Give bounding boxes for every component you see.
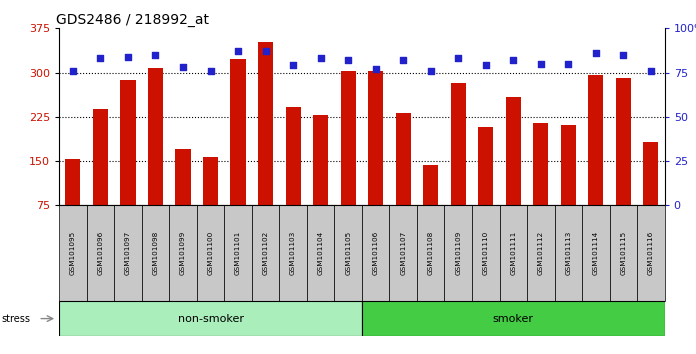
Bar bbox=[175, 149, 191, 205]
Bar bbox=[334, 205, 362, 301]
Bar bbox=[527, 205, 555, 301]
Bar bbox=[643, 142, 658, 205]
Text: GSM101095: GSM101095 bbox=[70, 231, 76, 275]
Text: GSM101110: GSM101110 bbox=[483, 231, 489, 275]
Point bbox=[563, 61, 574, 67]
Bar bbox=[258, 42, 273, 205]
Bar bbox=[637, 205, 665, 301]
Bar bbox=[472, 205, 500, 301]
Bar bbox=[390, 205, 417, 301]
Bar bbox=[395, 113, 411, 205]
Text: GSM101113: GSM101113 bbox=[565, 231, 571, 275]
Text: GSM101107: GSM101107 bbox=[400, 231, 406, 275]
Point bbox=[68, 68, 79, 74]
Point bbox=[95, 56, 106, 61]
Text: non-smoker: non-smoker bbox=[177, 314, 244, 324]
Bar bbox=[417, 205, 445, 301]
Point bbox=[452, 56, 464, 61]
Bar bbox=[362, 205, 390, 301]
Bar bbox=[230, 59, 246, 205]
Point bbox=[342, 57, 354, 63]
Text: GSM101100: GSM101100 bbox=[207, 231, 214, 275]
Point bbox=[122, 54, 134, 59]
Bar bbox=[616, 78, 631, 205]
Bar bbox=[197, 205, 224, 301]
Point bbox=[618, 52, 629, 58]
Bar bbox=[362, 301, 665, 336]
Bar bbox=[65, 159, 81, 205]
Text: GSM101111: GSM101111 bbox=[510, 231, 516, 275]
Text: GSM101105: GSM101105 bbox=[345, 231, 351, 275]
Text: GSM101098: GSM101098 bbox=[152, 231, 159, 275]
Point bbox=[150, 52, 161, 58]
Text: GSM101101: GSM101101 bbox=[235, 231, 241, 275]
Bar bbox=[423, 165, 438, 205]
Text: GSM101097: GSM101097 bbox=[125, 231, 131, 275]
Bar bbox=[87, 205, 114, 301]
Bar bbox=[582, 205, 610, 301]
Bar bbox=[252, 205, 279, 301]
Bar bbox=[203, 157, 218, 205]
Text: GSM101104: GSM101104 bbox=[317, 231, 324, 275]
Text: GSM101099: GSM101099 bbox=[180, 231, 186, 275]
Point bbox=[397, 57, 409, 63]
Bar bbox=[93, 109, 108, 205]
Point bbox=[260, 48, 271, 54]
Bar bbox=[500, 205, 527, 301]
Text: stress: stress bbox=[1, 314, 31, 324]
Point bbox=[205, 68, 216, 74]
Bar bbox=[555, 205, 582, 301]
Bar bbox=[368, 72, 383, 205]
Bar bbox=[285, 107, 301, 205]
Point bbox=[315, 56, 326, 61]
Point bbox=[370, 66, 381, 72]
Text: GSM101102: GSM101102 bbox=[262, 231, 269, 275]
Text: GSM101116: GSM101116 bbox=[648, 231, 654, 275]
Bar bbox=[59, 301, 362, 336]
Text: GSM101103: GSM101103 bbox=[290, 231, 296, 275]
Text: GDS2486 / 218992_at: GDS2486 / 218992_at bbox=[56, 13, 209, 27]
Bar bbox=[506, 97, 521, 205]
Text: GSM101108: GSM101108 bbox=[428, 231, 434, 275]
Text: GSM101112: GSM101112 bbox=[538, 231, 544, 275]
Bar bbox=[224, 205, 252, 301]
Point bbox=[287, 63, 299, 68]
Text: GSM101115: GSM101115 bbox=[620, 231, 626, 275]
Point bbox=[177, 64, 189, 70]
Bar bbox=[279, 205, 307, 301]
Text: GSM101109: GSM101109 bbox=[455, 231, 461, 275]
Text: smoker: smoker bbox=[493, 314, 534, 324]
Point bbox=[535, 61, 546, 67]
Bar bbox=[533, 123, 548, 205]
Text: GSM101106: GSM101106 bbox=[372, 231, 379, 275]
Bar bbox=[169, 205, 197, 301]
Bar bbox=[120, 80, 136, 205]
Bar bbox=[313, 115, 329, 205]
Point bbox=[645, 68, 656, 74]
Bar bbox=[142, 205, 169, 301]
Bar bbox=[610, 205, 637, 301]
Point bbox=[507, 57, 519, 63]
Point bbox=[232, 48, 244, 54]
Point bbox=[480, 63, 491, 68]
Point bbox=[425, 68, 436, 74]
Bar bbox=[588, 75, 603, 205]
Bar bbox=[148, 68, 163, 205]
Bar bbox=[445, 205, 472, 301]
Text: GSM101096: GSM101096 bbox=[97, 231, 104, 275]
Bar bbox=[307, 205, 334, 301]
Text: GSM101114: GSM101114 bbox=[593, 231, 599, 275]
Bar bbox=[561, 125, 576, 205]
Bar bbox=[59, 205, 87, 301]
Bar bbox=[478, 127, 493, 205]
Point bbox=[590, 50, 601, 56]
Bar bbox=[340, 71, 356, 205]
Bar bbox=[451, 82, 466, 205]
Bar bbox=[114, 205, 142, 301]
